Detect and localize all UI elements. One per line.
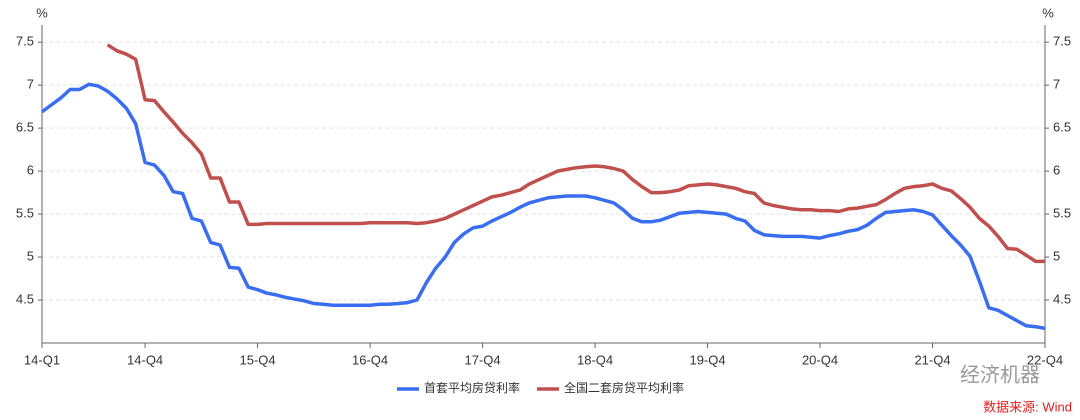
x-tick-label: 16-Q4 xyxy=(352,352,388,367)
y2-axis-label: % xyxy=(1042,5,1054,20)
x-tick-label: 15-Q4 xyxy=(240,352,276,367)
y-tick-label: 7 xyxy=(27,77,34,92)
y2-tick-label: 6 xyxy=(1053,163,1060,178)
line xyxy=(40,82,1046,331)
y2-tick-label: 5 xyxy=(1053,248,1060,263)
y-tick-label: 5.5 xyxy=(16,206,34,221)
y-tick-label: 5 xyxy=(27,248,34,263)
x-tick-label: 18-Q4 xyxy=(577,352,613,367)
x-tick-label: 17-Q4 xyxy=(464,352,500,367)
y2-tick-label: 6.5 xyxy=(1053,120,1071,135)
source: 数据来源: Wind xyxy=(983,399,1072,414)
y2-tick-label: 4.5 xyxy=(1053,291,1071,306)
y2-tick-label: 7 xyxy=(1053,77,1060,92)
y-axis-label: % xyxy=(36,5,48,20)
y-tick-label: 6 xyxy=(27,163,34,178)
x-tick-label: 22-Q4 xyxy=(1027,352,1063,367)
x-tick-label: 14-Q4 xyxy=(127,352,163,367)
y2-tick-label: 7.5 xyxy=(1053,34,1071,49)
y-tick-label: 7.5 xyxy=(16,34,34,49)
y-tick-label: 4.5 xyxy=(16,291,34,306)
y-tick-label: 6.5 xyxy=(16,120,34,135)
line xyxy=(106,43,1045,264)
legend-label: 首套平均房贷利率 xyxy=(424,380,520,395)
x-tick-label: 21-Q4 xyxy=(914,352,950,367)
x-tick-label: 14-Q1 xyxy=(24,352,60,367)
watermark: 经济机器 xyxy=(960,363,1040,386)
y2-tick-label: 5.5 xyxy=(1053,206,1071,221)
x-tick-label: 19-Q4 xyxy=(689,352,725,367)
legend-label: 全国二套房贷平均利率 xyxy=(564,380,684,395)
x-tick-label: 20-Q4 xyxy=(802,352,838,367)
